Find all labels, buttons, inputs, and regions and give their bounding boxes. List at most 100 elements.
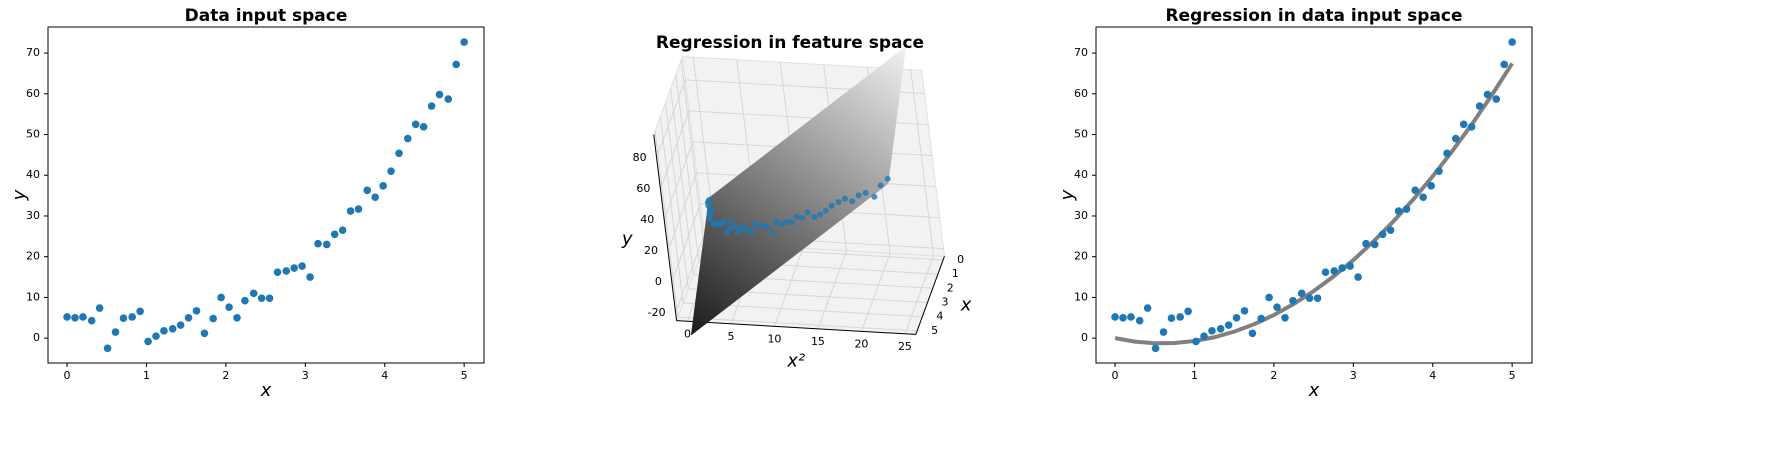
data-point bbox=[1208, 327, 1216, 335]
x-tick-label: 4 bbox=[936, 310, 943, 323]
x-tick-label: 3 bbox=[942, 295, 949, 308]
x-tick-label: 5 bbox=[931, 324, 938, 337]
chart-title: Regression in data input space bbox=[1165, 6, 1462, 26]
data-point bbox=[1321, 268, 1330, 276]
grid-line bbox=[654, 131, 679, 318]
data-point bbox=[799, 214, 806, 221]
data-point bbox=[1159, 328, 1168, 336]
data-point bbox=[708, 208, 715, 215]
data-point bbox=[217, 293, 225, 302]
data-point bbox=[1176, 313, 1184, 321]
x-tick-label: 2 bbox=[222, 369, 229, 382]
x-tick-label: 4 bbox=[1429, 369, 1436, 382]
grid-line bbox=[664, 102, 689, 289]
data-point bbox=[707, 216, 714, 223]
data-point bbox=[136, 307, 144, 316]
x2-tick-label: 10 bbox=[767, 332, 781, 345]
data-point bbox=[444, 95, 453, 103]
data-point bbox=[200, 329, 209, 338]
data-point bbox=[1443, 149, 1451, 158]
y-tick-label: 70 bbox=[1074, 46, 1088, 59]
x-tick-label: 1 bbox=[143, 369, 150, 382]
data-point bbox=[103, 344, 112, 353]
grid-line bbox=[904, 255, 935, 334]
data-point bbox=[783, 219, 790, 226]
data-point bbox=[225, 303, 233, 312]
data-point bbox=[257, 294, 266, 303]
data-point bbox=[862, 189, 869, 196]
data-point bbox=[387, 167, 395, 175]
data-point bbox=[835, 199, 842, 206]
data-point bbox=[233, 313, 241, 322]
data-point bbox=[1289, 296, 1297, 305]
data-point bbox=[731, 224, 738, 231]
data-point bbox=[1257, 314, 1265, 323]
data-point bbox=[1135, 316, 1144, 325]
data-point bbox=[884, 175, 891, 182]
axis-line bbox=[653, 134, 678, 321]
data-point bbox=[419, 122, 428, 131]
data-point bbox=[1111, 313, 1119, 321]
data-point bbox=[1354, 273, 1362, 281]
plot-frame bbox=[1095, 26, 1533, 364]
x-tick-label: 3 bbox=[302, 369, 309, 382]
data-point bbox=[849, 198, 856, 205]
data-point bbox=[751, 221, 758, 228]
data-point bbox=[395, 149, 403, 158]
data-point bbox=[265, 294, 274, 303]
data-point bbox=[1435, 167, 1443, 175]
data-point bbox=[1265, 293, 1273, 302]
data-point bbox=[452, 60, 461, 69]
y-tick-label: 40 bbox=[1074, 168, 1088, 181]
data-point bbox=[379, 182, 387, 190]
data-point bbox=[1427, 182, 1435, 190]
data-point bbox=[1151, 344, 1160, 353]
data-point bbox=[1216, 324, 1225, 333]
data-point bbox=[282, 267, 291, 275]
z-tick-label: 0 bbox=[655, 275, 662, 288]
data-point bbox=[1411, 186, 1420, 195]
x2-tick-label: 25 bbox=[898, 340, 912, 353]
data-point bbox=[760, 223, 767, 230]
data-point bbox=[1402, 205, 1411, 213]
grid-line bbox=[671, 203, 701, 283]
data-point bbox=[1281, 313, 1289, 322]
regression-surface bbox=[690, 46, 907, 336]
data-point bbox=[769, 229, 776, 236]
data-point bbox=[773, 218, 780, 225]
data-point bbox=[1386, 226, 1395, 235]
data-point bbox=[1483, 90, 1492, 99]
data-point bbox=[1508, 38, 1516, 46]
data-point bbox=[1394, 207, 1403, 215]
data-point bbox=[460, 38, 468, 46]
data-point bbox=[87, 316, 96, 325]
z-tick-label: 40 bbox=[640, 213, 654, 226]
data-point bbox=[403, 134, 412, 143]
x-tick-label: 2 bbox=[1270, 369, 1277, 382]
grid-line bbox=[680, 60, 705, 247]
data-point bbox=[1419, 193, 1427, 202]
grid-line bbox=[659, 116, 684, 303]
chart-title: Data input space bbox=[185, 6, 348, 26]
data-point bbox=[338, 226, 347, 235]
data-point bbox=[1119, 313, 1127, 322]
x2-tick-label: 5 bbox=[727, 330, 734, 343]
data-point bbox=[241, 296, 249, 305]
grid-line bbox=[659, 110, 690, 190]
x-axis-label: x bbox=[260, 380, 272, 401]
y-tick-label: 30 bbox=[1074, 209, 1088, 222]
y-tick-label: 0 bbox=[33, 331, 40, 344]
data-point bbox=[720, 219, 727, 226]
x-tick-label: 2 bbox=[947, 281, 954, 294]
data-point bbox=[71, 313, 79, 322]
data-point bbox=[354, 205, 363, 213]
y-axis-label: y bbox=[1057, 189, 1078, 201]
x2-tick-label: 15 bbox=[811, 335, 825, 348]
axis-line bbox=[676, 320, 916, 335]
data-point bbox=[79, 313, 87, 321]
y-tick-label: 50 bbox=[26, 128, 40, 141]
data-point bbox=[273, 268, 282, 276]
data-point bbox=[1467, 122, 1476, 131]
x-tick-label: 0 bbox=[957, 253, 964, 266]
